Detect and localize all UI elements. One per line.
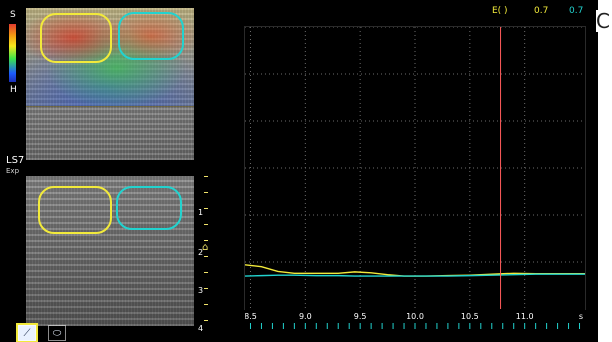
bmode-image [26,176,194,326]
roi-cyan-elastography [118,12,184,60]
depth-tick [204,256,208,257]
probe-name: LS7 [6,155,25,166]
depth-tick [204,192,208,193]
strain-e-label: E( ) [492,6,508,16]
colorbar-top-label: S [10,10,16,20]
corner-tab: C [596,10,612,32]
elastography-image [26,8,194,160]
depth-tick [204,272,208,273]
chart-svg: 1.02.03.04.05.06.08.59.09.510.010.511.0s [245,27,585,333]
ellipse-tool-button[interactable]: ⬭ [48,325,66,341]
series-line-cyan [245,273,585,277]
depth-label-3: 3 [198,286,204,295]
chart-background [245,27,585,333]
probe-label: LS7 Exp [6,156,24,176]
x-tick-label: 10.5 [461,312,479,321]
roi-tool-button[interactable]: ⟋ [16,323,38,342]
depth-label-4: 4 [198,324,204,333]
series-line-yellow [245,264,585,277]
colorbar-bottom-label: H [10,85,17,95]
elasticity-colorbar [9,24,16,82]
x-tick-label: 8.5 [245,312,257,321]
depth-label-2: 2 [198,248,204,257]
roi-yellow-elastography [40,13,112,63]
roi-yellow-bmode [38,186,112,234]
ellipse-tool-icon: ⬭ [52,327,62,339]
depth-tick [204,240,208,241]
depth-tick [204,208,208,209]
x-tick-label: 11.0 [516,312,534,321]
strain-time-chart: 1.02.03.04.05.06.08.59.09.510.010.511.0s [244,26,586,333]
x-tick-label: 10.0 [406,312,424,321]
strain-value-cyan: 0.7 [569,6,584,16]
strain-value-yellow: 0.7 [534,6,549,16]
x-tick-label: 9.0 [299,312,312,321]
x-tick-label: 9.5 [354,312,367,321]
depth-label-1: 1 [198,208,204,217]
depth-tick [204,304,208,305]
probe-mode: Exp [6,167,20,175]
depth-tick [204,288,208,289]
x-units-label: s [579,312,583,321]
depth-tick [204,320,208,321]
depth-tick [204,224,208,225]
roi-tool-icon: ⟋ [23,327,31,339]
roi-cyan-bmode [116,186,182,230]
depth-scale: 1 2 3 4 ⌂ [198,170,216,335]
focus-marker-icon: ⌂ [202,242,209,253]
depth-tick [204,176,208,177]
strain-header: E( ) 0.7 0.7 [0,6,598,18]
